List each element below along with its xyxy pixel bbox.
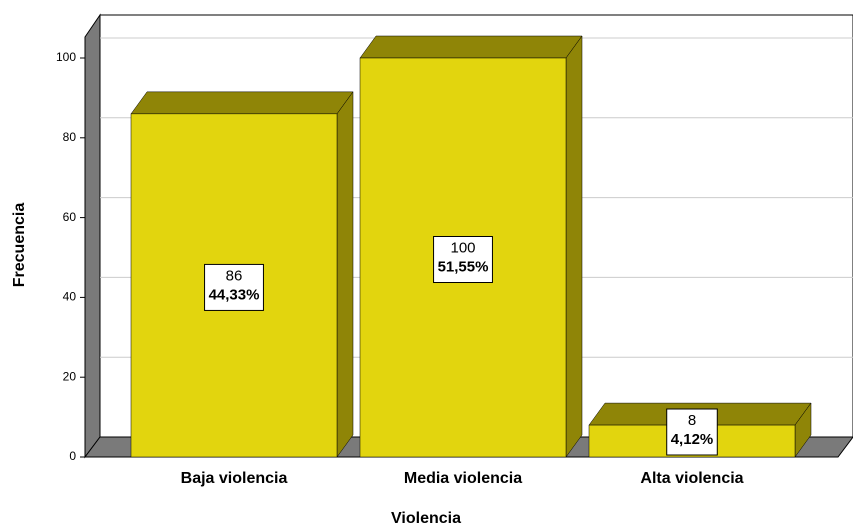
- y-tick-label: 0: [69, 449, 76, 463]
- x-axis-title: Violencia: [391, 510, 461, 527]
- percent-label: 44,33%: [209, 286, 260, 303]
- data-label-box: [204, 263, 264, 311]
- x-tick-label: Media violencia: [404, 470, 522, 487]
- percent-label: 51,55%: [438, 258, 489, 275]
- data-label: 100: [450, 239, 475, 256]
- data-label-box: [666, 408, 718, 456]
- left-wall: [84, 13, 101, 459]
- y-tick-label: 60: [63, 210, 77, 224]
- bar-top: [359, 35, 583, 59]
- x-tick-label: Baja violencia: [181, 470, 288, 487]
- percent-label: 4,12%: [671, 431, 714, 448]
- bar-top: [130, 91, 354, 115]
- y-tick-label: 40: [63, 290, 77, 304]
- bar-side: [336, 91, 354, 458]
- y-tick-label: 80: [63, 130, 77, 144]
- bar-side: [565, 35, 583, 458]
- data-label-box: [433, 236, 493, 283]
- y-tick-label: 100: [56, 50, 76, 64]
- y-axis-title: Frecuencia: [11, 203, 28, 288]
- x-tick-label: Alta violencia: [640, 470, 743, 487]
- y-tick-label: 20: [63, 369, 77, 383]
- data-label: 8: [688, 412, 696, 429]
- data-label: 86: [226, 267, 243, 284]
